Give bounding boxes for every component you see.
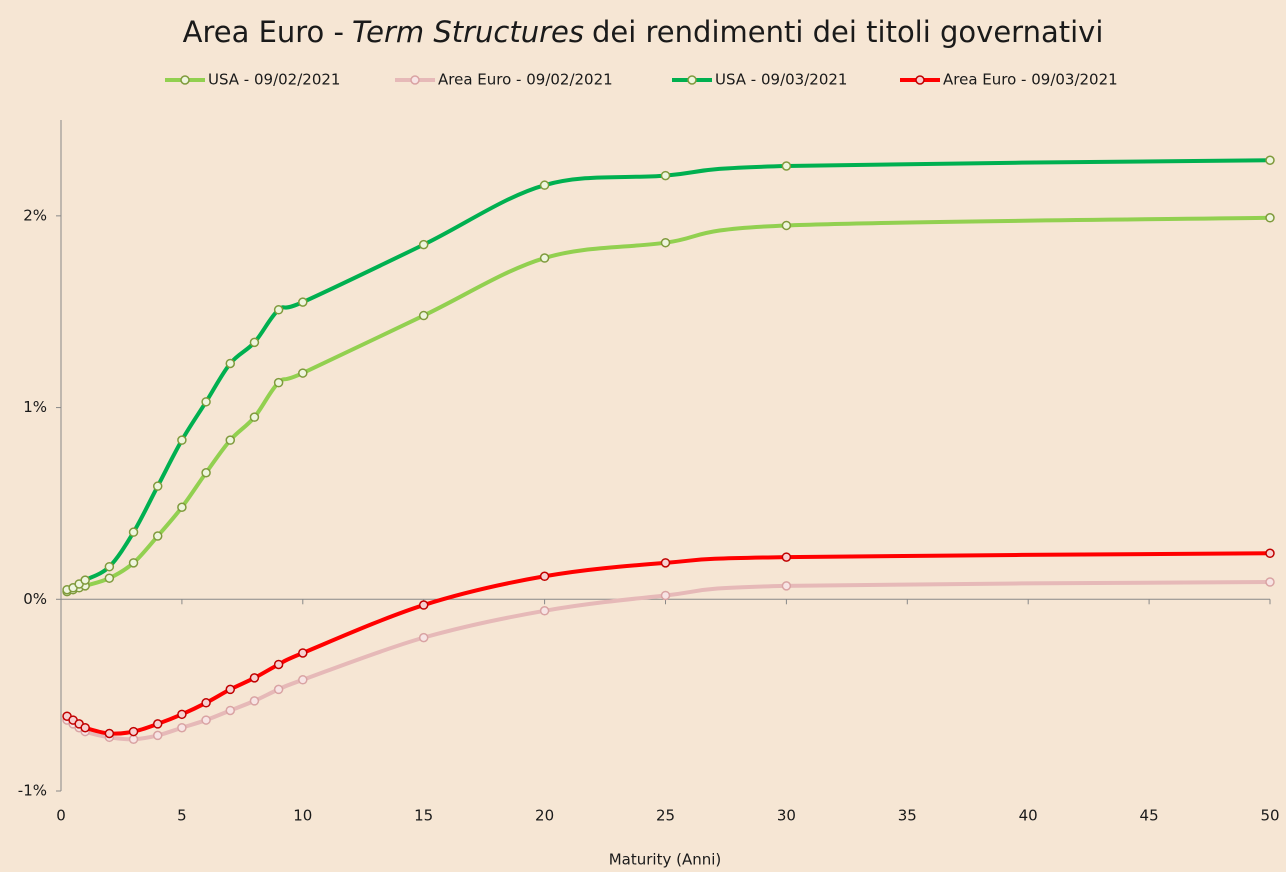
data-point — [273, 305, 284, 315]
data-point — [660, 170, 671, 181]
data-point — [152, 730, 163, 741]
data-point — [104, 561, 115, 572]
data-point — [177, 435, 187, 445]
title-part: Term Structures — [352, 15, 584, 49]
data-point — [273, 659, 284, 670]
data-point — [1265, 548, 1275, 559]
data-point — [660, 590, 671, 601]
data-point — [539, 253, 550, 263]
y-tick-label: 0% — [23, 590, 47, 608]
x-tick-label: 20 — [535, 807, 554, 825]
data-point — [273, 377, 284, 388]
data-point — [781, 161, 792, 171]
title-part: Area Euro - — [183, 15, 344, 49]
data-point — [177, 709, 187, 720]
data-point — [225, 358, 236, 369]
legend-marker — [410, 75, 420, 85]
legend-marker — [180, 75, 190, 85]
data-point — [201, 715, 211, 725]
legend-label: USA - 09/02/2021 — [208, 71, 340, 89]
data-point — [418, 632, 429, 643]
data-point — [177, 502, 187, 513]
x-tick-label: 25 — [656, 807, 675, 825]
x-tick-label: 15 — [414, 807, 433, 825]
legend-label: Area Euro - 09/03/2021 — [943, 71, 1118, 89]
data-point — [1265, 155, 1275, 166]
y-tick-label: 2% — [23, 206, 47, 224]
x-tick-label: 5 — [177, 807, 187, 825]
data-point — [781, 581, 792, 591]
x-tick-label: 10 — [293, 807, 312, 825]
series-line — [65, 551, 1271, 736]
data-point — [418, 239, 429, 250]
data-point — [273, 684, 284, 695]
data-point — [781, 220, 792, 231]
data-point — [80, 575, 90, 585]
data-point — [298, 297, 308, 307]
data-point — [418, 310, 429, 321]
data-point — [80, 722, 90, 733]
data-point — [298, 368, 308, 378]
data-point — [225, 705, 236, 716]
data-point — [128, 726, 139, 737]
data-point — [225, 435, 236, 445]
data-point — [249, 696, 260, 706]
x-tick-label: 30 — [777, 807, 796, 825]
legend-marker — [687, 75, 697, 85]
series-line — [66, 215, 1271, 594]
data-point — [1265, 577, 1275, 587]
data-point — [152, 481, 163, 491]
data-point — [539, 606, 550, 616]
x-tick-label: 40 — [1019, 807, 1038, 825]
x-axis-label: Maturity (Anni) — [609, 851, 722, 869]
data-point — [201, 468, 211, 478]
y-tick-label: 1% — [23, 398, 47, 416]
data-point — [418, 600, 429, 610]
data-point — [539, 571, 550, 582]
legend-label: USA - 09/03/2021 — [715, 71, 847, 89]
data-point — [781, 552, 792, 562]
y-tick-label: -1% — [18, 782, 47, 800]
x-tick-label: 0 — [56, 807, 66, 825]
legend-label: Area Euro - 09/02/2021 — [438, 71, 613, 89]
data-point — [177, 722, 187, 733]
legend-marker — [915, 75, 925, 85]
data-point — [660, 237, 671, 248]
series-line — [66, 158, 1271, 592]
series-line — [65, 580, 1271, 742]
data-point — [298, 675, 308, 685]
data-point — [298, 648, 308, 658]
data-point — [152, 719, 163, 729]
data-point — [128, 558, 139, 568]
x-tick-label: 35 — [898, 807, 917, 825]
data-point — [225, 684, 236, 695]
x-tick-label: 50 — [1260, 807, 1279, 825]
data-point — [1265, 213, 1275, 223]
x-tick-label: 45 — [1140, 807, 1159, 825]
data-point — [539, 180, 550, 190]
data-point — [249, 337, 260, 348]
title-part: dei rendimenti dei titoli governativi — [592, 15, 1103, 49]
data-point — [128, 527, 139, 537]
data-point — [201, 397, 211, 407]
data-point — [152, 531, 163, 541]
data-point — [249, 412, 260, 422]
data-point — [660, 558, 671, 568]
data-point — [249, 673, 260, 683]
data-point — [201, 698, 211, 708]
data-point — [104, 728, 115, 739]
data-point — [104, 573, 115, 583]
data-point — [128, 734, 139, 744]
chart-title: Area Euro - Term Structures dei rendimenti… — [183, 15, 1104, 49]
